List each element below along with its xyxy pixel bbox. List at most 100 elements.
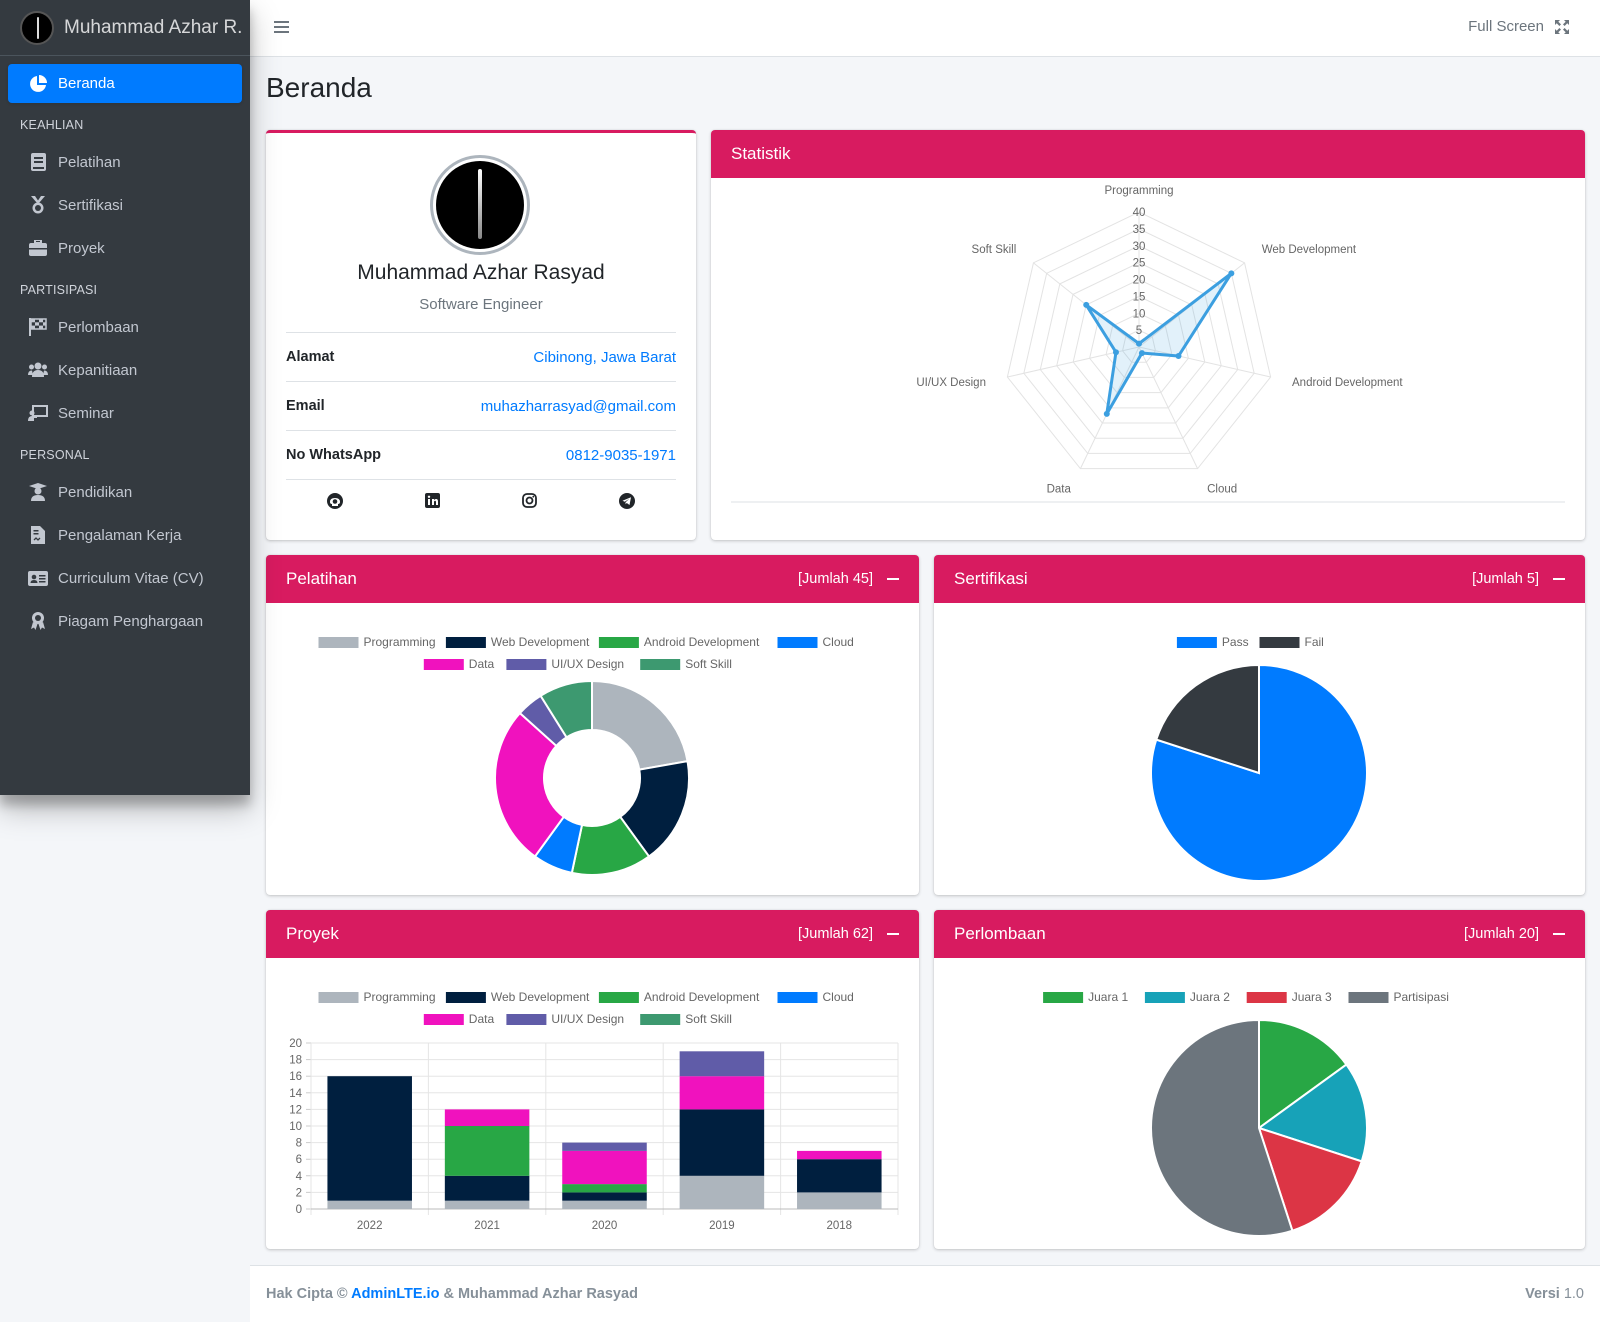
sidebar-item-label: Pengalaman Kerja — [58, 526, 182, 544]
legend-label: Soft Skill — [685, 657, 732, 671]
radar-axis-label: UI/UX Design — [916, 377, 986, 389]
page-title: Beranda — [266, 72, 372, 103]
sidebar-item-pendidikan[interactable]: Pendidikan — [8, 472, 242, 512]
bar-segment — [562, 1150, 647, 1185]
radar-point — [1136, 340, 1142, 347]
legend-swatch — [640, 659, 681, 670]
sidebar-item-label: Perlombaan — [58, 318, 139, 336]
whatsapp-link[interactable]: 0812-9035-1971 — [565, 446, 676, 464]
sidebar-item-cv[interactable]: Curriculum Vitae (CV) — [8, 558, 242, 598]
adminlte-link[interactable]: AdminLTE.io — [351, 1286, 440, 1302]
radar-grid-ring — [1039, 245, 1239, 439]
radar-tick-label: 30 — [1133, 241, 1146, 253]
collapse-minus-icon[interactable] — [1553, 933, 1565, 935]
address-link[interactable]: Cibinong, Jawa Barat — [533, 348, 676, 366]
sidebar-item-pengalaman-kerja[interactable]: Pengalaman Kerja — [8, 515, 242, 555]
card-count: [Jumlah 62] — [798, 926, 873, 942]
x-tick-label: 2019 — [709, 1220, 735, 1232]
y-tick-label: 20 — [289, 1038, 302, 1050]
legend-label: Data — [469, 657, 495, 671]
telegram-icon[interactable] — [619, 492, 635, 514]
legend-swatch — [777, 992, 818, 1003]
instagram-icon[interactable] — [522, 493, 537, 513]
sidebar-item-perlombaan[interactable]: Perlombaan — [8, 307, 242, 347]
bar-segment — [562, 1142, 647, 1151]
y-tick-label: 4 — [296, 1171, 303, 1183]
card-title: Pelatihan — [286, 569, 357, 588]
legend-swatch — [423, 659, 464, 670]
sidebar-item-label: Sertifikasi — [58, 196, 124, 214]
sidebar-item-beranda[interactable]: Beranda — [8, 64, 242, 103]
bar-segment — [327, 1076, 412, 1201]
y-tick-label: 6 — [296, 1154, 302, 1166]
nav-header-partisipasi: PARTISIPASI — [20, 283, 98, 297]
github-icon[interactable] — [327, 492, 343, 514]
pie-slice — [591, 679, 689, 771]
radar-grid-ring — [1122, 329, 1156, 363]
id-card-icon — [28, 569, 48, 587]
sidebar-item-label: Pelatihan — [58, 153, 121, 171]
sidebar-item-seminar[interactable]: Seminar — [8, 393, 242, 433]
radar-grid-ring — [1105, 312, 1173, 378]
expand-arrows-icon — [1555, 19, 1569, 34]
pie-slice — [494, 711, 566, 858]
radar-tick-label: 20 — [1133, 275, 1146, 287]
collapse-minus-icon[interactable] — [1553, 578, 1565, 580]
file-contract-icon — [28, 526, 48, 544]
sidebar-item-kepanitiaan[interactable]: Kepanitiaan — [8, 350, 242, 390]
profile-row-email: Email muhazharrasyad@gmail.com — [286, 382, 676, 431]
y-tick-label: 8 — [296, 1138, 302, 1150]
email-link[interactable]: muhazharrasyad@gmail.com — [480, 397, 676, 415]
brand-link[interactable]: Muhammad Azhar R. — [0, 0, 250, 56]
profile-row-whatsapp: No WhatsApp 0812-9035-1971 — [286, 431, 676, 480]
legend-swatch — [598, 992, 639, 1003]
menu-toggle-icon[interactable] — [274, 20, 289, 39]
footer-copyright: Hak Cipta © AdminLTE.io & Muhammad Azhar… — [266, 1286, 638, 1302]
fullscreen-button[interactable]: Full Screen — [1468, 18, 1570, 35]
version-label: Versi — [1525, 1286, 1560, 1302]
flag-checkered-icon — [28, 318, 48, 336]
radar-spoke — [1138, 346, 1271, 378]
radar-tick-label: 5 — [1136, 325, 1142, 337]
avatar — [430, 155, 530, 255]
brand-name: Muhammad Azhar R. — [64, 16, 243, 38]
legend-swatch — [1144, 992, 1185, 1003]
legend-swatch — [445, 637, 486, 648]
sidebar-item-sertifikasi[interactable]: Sertifikasi — [8, 185, 242, 225]
radar-tick-label: 10 — [1133, 308, 1146, 320]
sidebar-item-proyek[interactable]: Proyek — [8, 228, 242, 268]
radar-axis-label: Data — [1047, 483, 1072, 495]
collapse-minus-icon[interactable] — [887, 578, 899, 580]
bar-segment — [679, 1076, 765, 1110]
legend-swatch — [423, 1014, 464, 1025]
sidebar-item-label: Piagam Penghargaan — [58, 612, 204, 630]
legend-swatch — [598, 637, 639, 648]
radar-axis-label: Cloud — [1207, 483, 1237, 495]
radar-axis-label: Programming — [1104, 185, 1173, 197]
card-title: Perlombaan — [954, 924, 1046, 943]
card-tools: [Jumlah 62] — [798, 926, 899, 942]
legend-label: Juara 3 — [1292, 990, 1332, 1004]
linkedin-icon[interactable] — [425, 493, 440, 513]
sertifikasi-pie-chart: Pass Fail — [1150, 635, 1368, 882]
legend-label: UI/UX Design — [551, 657, 624, 671]
card-header: Sertifikasi [Jumlah 5] — [934, 555, 1585, 603]
legend-swatch — [1176, 637, 1217, 648]
graduate-icon — [28, 483, 48, 501]
radar-axis-label: Web Development — [1262, 244, 1357, 256]
collapse-minus-icon[interactable] — [887, 933, 899, 935]
nav-header-personal: PERSONAL — [20, 448, 90, 462]
y-tick-label: 14 — [289, 1088, 302, 1100]
sidebar-item-pelatihan[interactable]: Pelatihan — [8, 142, 242, 182]
sidebar-item-label: Kepanitiaan — [58, 361, 138, 379]
legend-label: Juara 2 — [1190, 990, 1230, 1004]
legend-swatch — [318, 992, 359, 1003]
card-count: [Jumlah 5] — [1472, 571, 1539, 587]
bar-segment — [327, 1200, 412, 1209]
radar-tick-label: 15 — [1133, 291, 1146, 303]
bar-segment — [562, 1200, 647, 1209]
brand-logo — [20, 10, 54, 45]
statistik-card: Statistik 5 10 15 20 25 30 35 40 Programming Web … — [711, 130, 1585, 540]
profile-key: Email — [286, 398, 325, 414]
sidebar-item-piagam-penghargaan[interactable]: Piagam Penghargaan — [8, 601, 242, 641]
